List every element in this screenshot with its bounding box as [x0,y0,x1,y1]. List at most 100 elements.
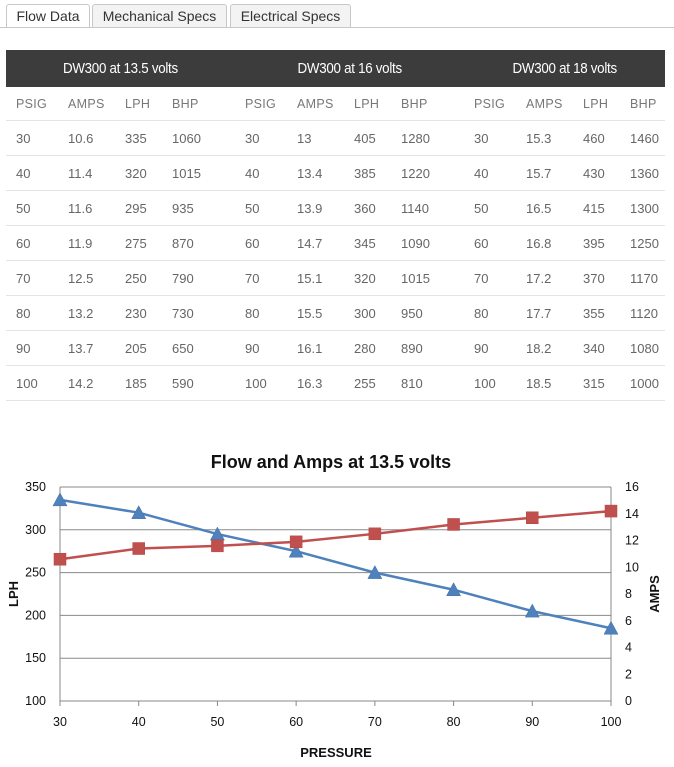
table-group-header: DW300 at 13.5 volts DW300 at 16 volts DW… [6,50,665,87]
table-cell: 15.7 [516,155,573,191]
table-cell: 80 [235,295,287,331]
table-cell: 1140 [391,190,464,226]
col-header-bhp: BHP [620,87,665,121]
y-tick-label: 350 [25,480,46,494]
table-cell: 460 [573,120,620,156]
table-cell: 16.3 [287,365,344,401]
table-cell: 295 [115,190,162,226]
table-cell: 16.8 [516,225,573,261]
table-cell: 230 [115,295,162,331]
lph-marker [288,543,304,558]
y2-tick-label: 8 [625,587,632,601]
table-cell: 345 [344,225,391,261]
amps-marker [447,518,460,531]
col-header-lph: LPH [344,87,391,121]
table-cell: 1090 [391,225,464,261]
table-cell: 16.1 [287,330,344,366]
table-cell: 40 [235,155,287,191]
table-row: 80 13.2 230 730 80 15.5 300 950 80 17.7 355 1120 [6,295,665,331]
col-header-lph: LPH [115,87,162,121]
table-cell: 1300 [620,190,665,226]
amps-marker [526,511,539,525]
amps-marker [289,535,303,549]
col-header-psig: PSIG [464,87,516,121]
table-cell: 1015 [162,155,235,191]
lph-marker [131,505,147,519]
table-cell: 950 [391,295,464,331]
table-cell: 370 [573,260,620,296]
x-axis-label: PRESSURE [300,745,372,760]
table-cell: 30 [464,120,516,156]
table-cell: 1000 [620,365,665,401]
lph-marker [603,620,619,635]
table-cell: 80 [464,295,516,331]
chart-series [52,492,619,635]
table-cell: 18.5 [516,365,573,401]
table-cell: 15.5 [287,295,344,331]
table-cell: 14.2 [58,365,115,401]
group-header-18v: DW300 at 18 volts [464,50,665,87]
table-cell: 30 [235,120,287,156]
y-tick-label: 200 [25,608,46,622]
chart-gridlines [60,486,611,659]
col-header-lph: LPH [573,87,620,121]
y2-tick-label: 12 [625,534,639,548]
table-cell: 1120 [620,295,665,331]
y2-tick-label: 6 [625,614,632,628]
table-cell: 40 [464,155,516,191]
table-cell: 1080 [620,330,665,366]
table-cell: 1360 [620,155,665,191]
amps-marker [211,539,224,553]
table-cell: 13.4 [287,155,344,191]
y2-tick-label: 4 [625,641,632,655]
table-cell: 430 [573,155,620,191]
x-tick-label: 100 [601,715,622,729]
table-cell: 80 [6,295,58,331]
group-header-16v: DW300 at 16 volts [235,50,464,87]
x-tick-label: 60 [289,715,303,729]
table-cell: 12.5 [58,260,115,296]
table-cell: 650 [162,330,235,366]
table-cell: 90 [235,330,287,366]
x-tick-label: 80 [447,715,461,729]
table-cell: 100 [464,365,516,401]
y-axis-label: LPH [6,581,21,607]
table-cell: 340 [573,330,620,366]
y2-tick-label: 0 [625,694,632,708]
table-cell: 1280 [391,120,464,156]
tab-electrical-specs[interactable]: Electrical Specs [230,4,351,27]
x-tick-label: 90 [525,715,539,729]
table-cell: 30 [6,120,58,156]
table-cell: 70 [235,260,287,296]
table-cell: 790 [162,260,235,296]
lph-marker [367,565,383,579]
table-cell: 360 [344,190,391,226]
table-cell: 40 [6,155,58,191]
col-header-psig: PSIG [235,87,287,121]
table-cell: 60 [235,225,287,261]
y2-tick-label: 10 [625,560,639,574]
lph-marker [446,582,461,596]
table-cell: 1170 [620,260,665,296]
table-cell: 315 [573,365,620,401]
table-cell: 60 [464,225,516,261]
col-header-bhp: BHP [162,87,235,121]
table-cell: 320 [344,260,391,296]
table-row: 90 13.7 205 650 90 16.1 280 890 90 18.2 340 1080 [6,330,665,366]
table-cell: 15.3 [516,120,573,156]
table-cell: 935 [162,190,235,226]
table-cell: 1060 [162,120,235,156]
lph-marker [52,492,68,507]
y-tick-label: 150 [25,651,46,665]
col-header-psig: PSIG [6,87,58,121]
y2-tick-label: 2 [625,667,632,681]
tab-mechanical-specs[interactable]: Mechanical Specs [92,4,227,27]
table-row: 50 11.6 295 935 50 13.9 360 1140 50 16.5 415 1300 [6,190,665,226]
table-cell: 275 [115,225,162,261]
table-cell: 810 [391,365,464,401]
tab-divider [0,27,674,28]
x-tick-label: 50 [210,715,224,729]
table-cell: 11.6 [58,190,115,226]
table-row: 100 14.2 185 590 100 16.3 255 810 100 18.5 315 10… [6,365,665,401]
tab-flow-data[interactable]: Flow Data [6,4,90,28]
